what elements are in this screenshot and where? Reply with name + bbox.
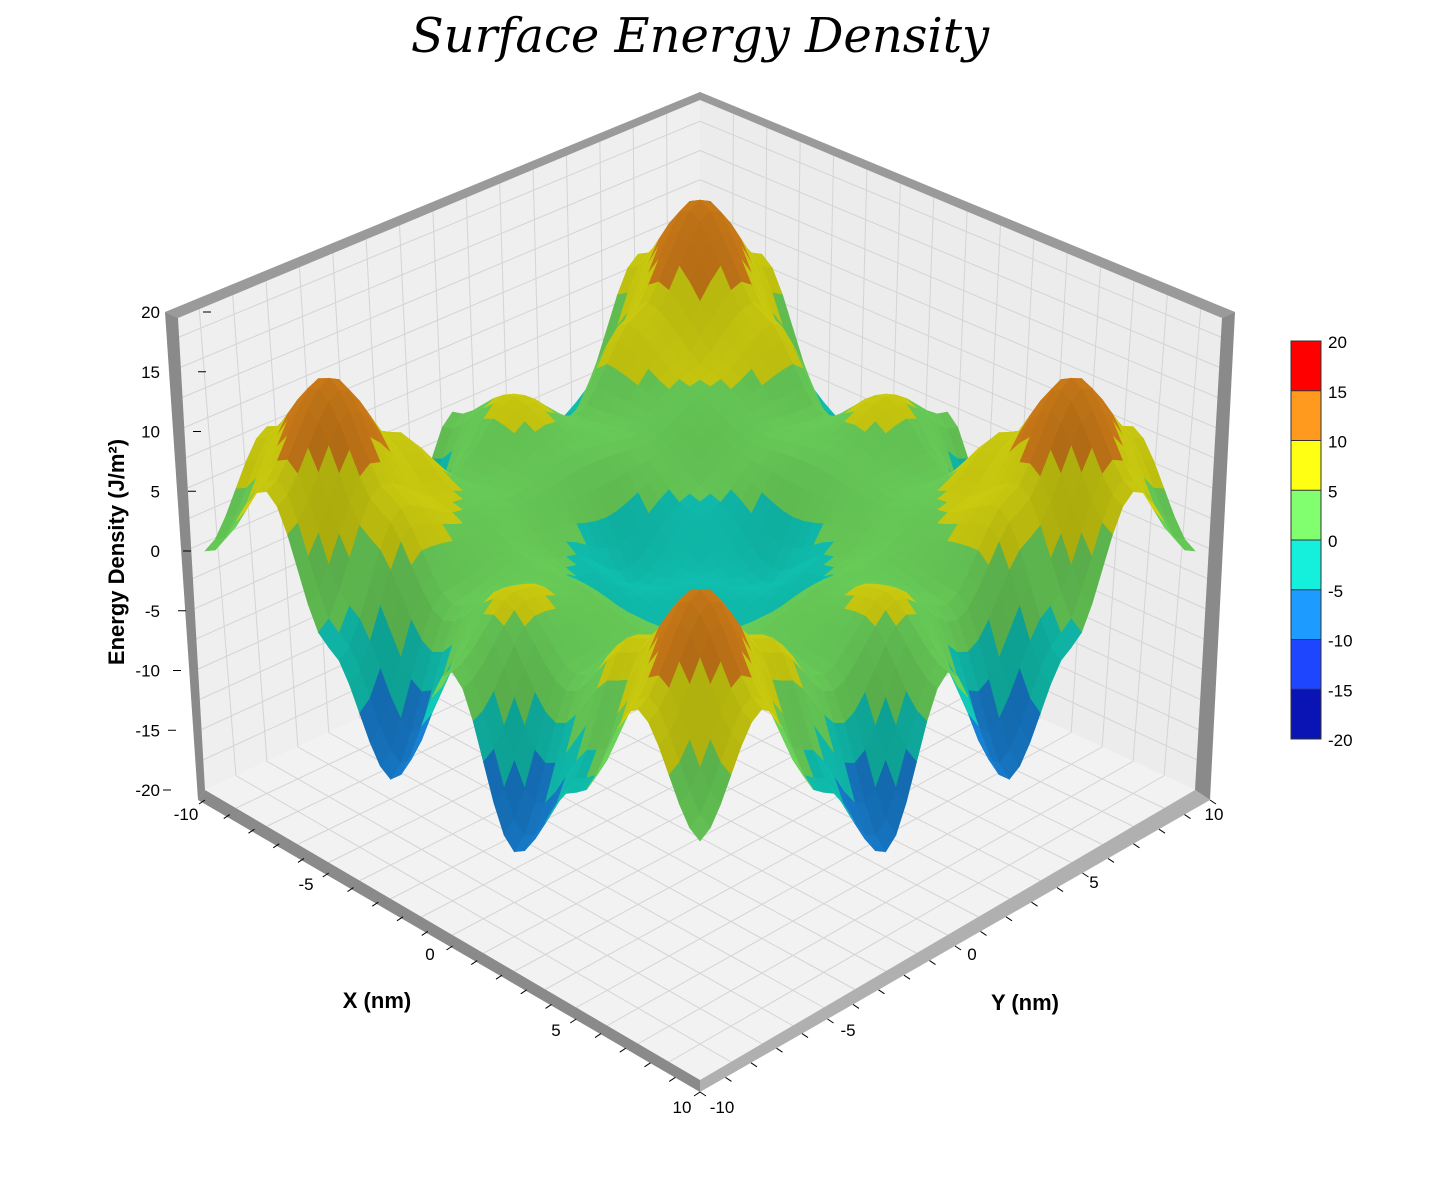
- x-axis-ticks: -10 -5 0 5 10: [174, 799, 701, 1117]
- x-minor-tick: [297, 857, 305, 863]
- colorbar-tick-label: -5: [1328, 582, 1343, 601]
- y-tick-label: -5: [840, 1021, 855, 1040]
- z-tick-label: -20: [135, 781, 160, 800]
- x-minor-tick: [446, 945, 453, 951]
- front-left-frame: [198, 790, 700, 1092]
- y-minor-tick: [1056, 887, 1064, 893]
- left-vertical-frame: [165, 312, 205, 800]
- colorbar-ticks: 20 15 10 5 0 -5 -10 -15 -20: [1291, 333, 1353, 750]
- x-minor-tick: [619, 1047, 627, 1053]
- x-tick-label: -5: [298, 875, 313, 894]
- colorbar-legend: 20 15 10 5 0 -5 -10 -15 -20: [1290, 333, 1353, 750]
- colorbar-tick-label: 15: [1328, 383, 1347, 402]
- y-minor-tick: [1133, 843, 1140, 849]
- y-minor-tick: [725, 1076, 732, 1082]
- z-axis-ticks: 20 15 10 5 0 -5 -10 -15 -20: [135, 303, 211, 800]
- x-minor-tick: [198, 799, 206, 805]
- x-minor-tick: [594, 1033, 602, 1039]
- y-minor-tick: [1082, 872, 1089, 878]
- y-tick-label: 0: [967, 945, 976, 964]
- y-minor-tick: [1184, 814, 1191, 820]
- z-tick-label: -10: [135, 662, 160, 681]
- x-tick-label: -10: [174, 805, 199, 824]
- x-minor-tick: [520, 989, 528, 995]
- z-tick-label: 5: [151, 482, 160, 501]
- y-minor-tick: [1031, 901, 1038, 907]
- left-top-frame: [165, 92, 700, 318]
- z-tick-label: 15: [141, 363, 160, 382]
- x-minor-tick: [223, 814, 231, 820]
- y-minor-tick: [776, 1047, 783, 1053]
- y-minor-tick: [980, 930, 987, 936]
- y-tick-label: 5: [1089, 873, 1098, 892]
- y-minor-tick: [1209, 799, 1217, 805]
- y-minor-tick: [801, 1033, 809, 1039]
- z-tick-label: -5: [145, 602, 160, 621]
- x-minor-tick: [421, 930, 429, 936]
- y-tick-label: 10: [1205, 805, 1224, 824]
- y-minor-tick: [1158, 828, 1166, 834]
- colorbar-tick-label: -10: [1328, 632, 1353, 651]
- x-minor-tick: [272, 843, 280, 849]
- surface-cell: [689, 814, 711, 842]
- y-minor-tick: [852, 1003, 860, 1009]
- y-minor-tick: [878, 989, 885, 995]
- x-minor-tick: [644, 1062, 651, 1068]
- y-axis-ticks: -10 -5 0 5 10: [699, 799, 1224, 1117]
- x-minor-tick: [371, 901, 379, 907]
- y-minor-tick: [954, 945, 962, 951]
- right-vertical-frame: [1195, 312, 1235, 800]
- z-tick-label: 10: [141, 423, 160, 442]
- back-walls: [165, 92, 1235, 1092]
- x-minor-tick: [322, 872, 330, 878]
- y-tick-label: -10: [710, 1098, 735, 1117]
- y-minor-tick: [929, 960, 936, 966]
- x-minor-tick: [545, 1003, 552, 1009]
- chart-title: Surface Energy Density: [411, 8, 990, 64]
- x-tick-label: 5: [551, 1021, 560, 1040]
- x-minor-tick: [495, 974, 503, 980]
- x-minor-tick: [396, 916, 404, 922]
- y-minor-tick: [903, 974, 911, 980]
- y-minor-tick: [1107, 857, 1115, 863]
- x-minor-tick: [569, 1018, 577, 1024]
- y-axis-label: Y (nm): [991, 990, 1059, 1015]
- x-tick-label: 0: [425, 945, 434, 964]
- x-minor-tick: [248, 828, 255, 834]
- y-minor-tick: [750, 1062, 758, 1068]
- colorbar-tick-label: 20: [1328, 333, 1347, 352]
- x-minor-tick: [693, 1091, 701, 1097]
- x-minor-tick: [347, 887, 354, 893]
- colorbar-tick-label: 10: [1328, 433, 1347, 452]
- colorbar-tick-label: -15: [1328, 681, 1353, 700]
- z-tick-label: 0: [151, 542, 160, 561]
- z-tick-label: -15: [135, 721, 160, 740]
- z-axis-label: Energy Density (J/m²): [104, 439, 129, 665]
- x-tick-label: 10: [673, 1098, 692, 1117]
- x-minor-tick: [668, 1076, 676, 1082]
- x-minor-tick: [470, 960, 478, 966]
- colorbar-tick-label: -20: [1328, 731, 1353, 750]
- colorbar-tick-label: 0: [1328, 532, 1337, 551]
- y-minor-tick: [827, 1018, 834, 1024]
- surface-plot: [204, 199, 1196, 853]
- x-axis-label: X (nm): [343, 988, 411, 1013]
- front-right-frame: [700, 790, 1210, 1092]
- z-tick-label: 20: [141, 303, 160, 322]
- y-minor-tick: [1005, 916, 1013, 922]
- right-top-frame: [700, 92, 1235, 318]
- y-minor-tick: [699, 1091, 707, 1097]
- colorbar-tick-label: 5: [1328, 482, 1337, 501]
